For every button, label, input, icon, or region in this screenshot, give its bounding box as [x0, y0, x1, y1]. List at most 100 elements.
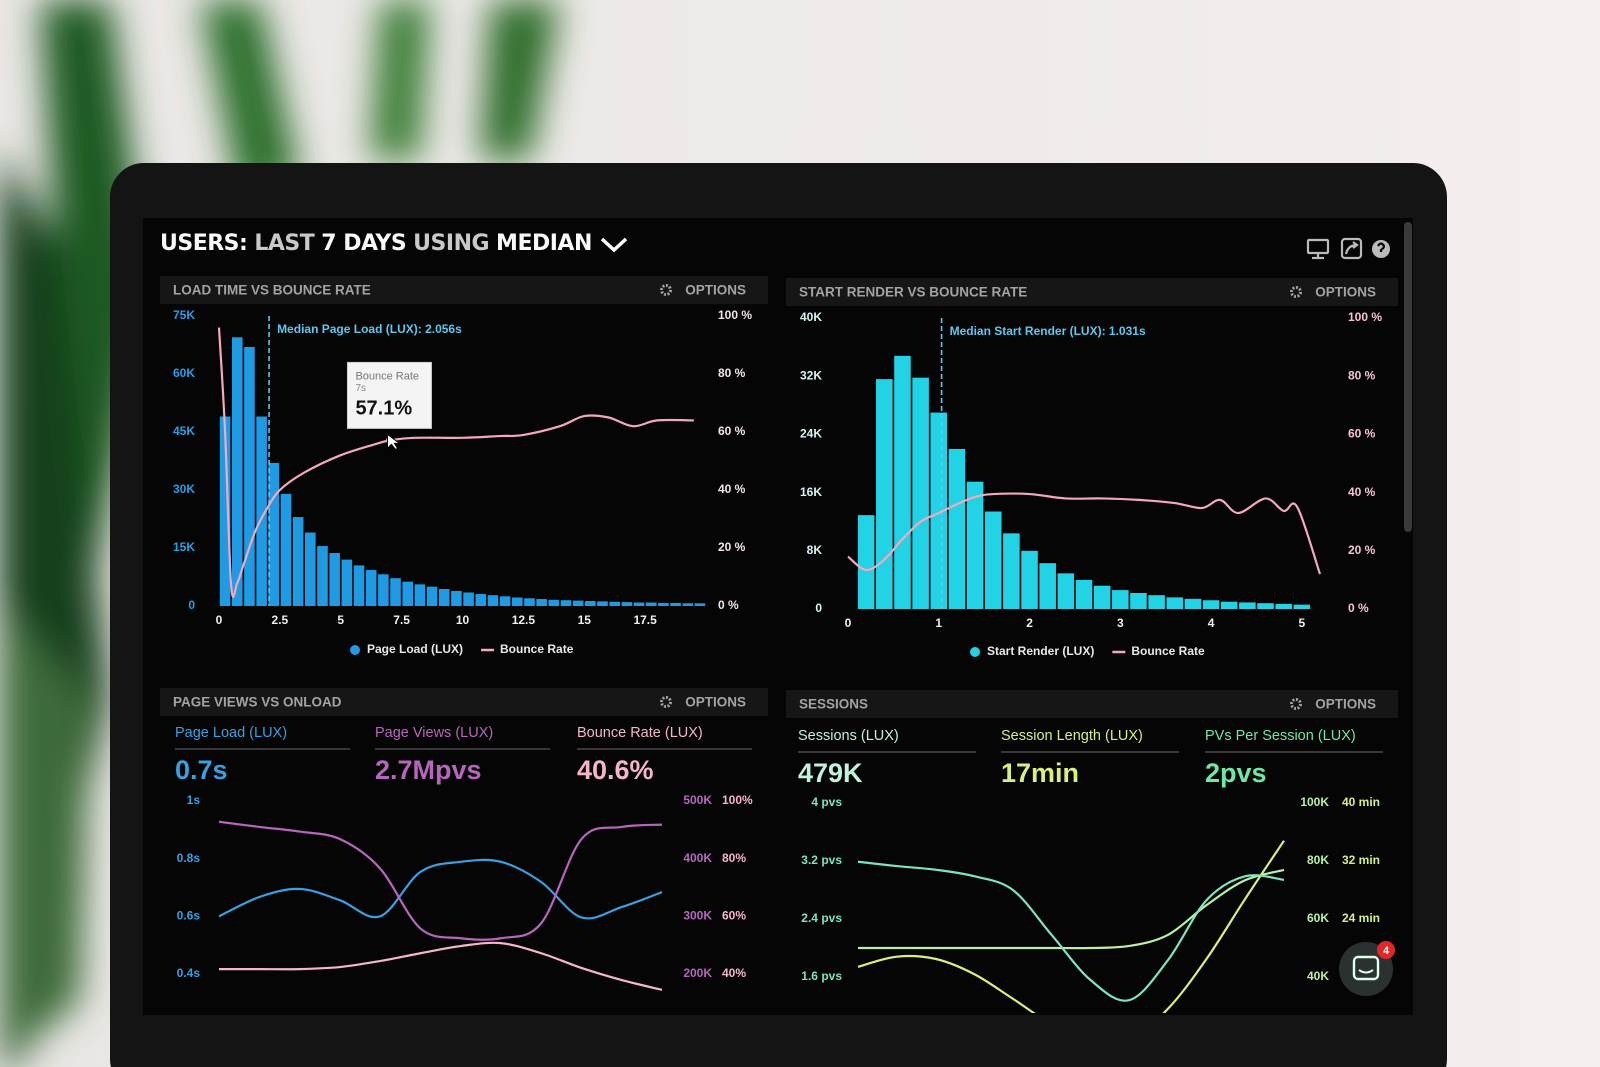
- bounce-line: [847, 492, 1322, 575]
- share-icon[interactable]: [1340, 237, 1363, 260]
- histogram-bar: [585, 600, 596, 606]
- y-tick-label: 24K: [800, 427, 822, 441]
- tooltip-subtitle: 7s: [355, 383, 366, 394]
- panel-title: PAGE VIEWS VS ONLOAD: [173, 695, 342, 710]
- title-part: LAST: [254, 231, 315, 256]
- chat-icon-smile: [1358, 969, 1374, 974]
- y2-tick-label: 80 %: [718, 366, 746, 380]
- y-tick-label: 30K: [173, 482, 195, 496]
- panel-title: SESSIONS: [799, 697, 868, 712]
- y-tick-label: 15K: [173, 540, 195, 554]
- median-label: Median Page Load (LUX): 2.056s: [277, 322, 462, 336]
- options-button[interactable]: OPTIONS: [1315, 285, 1376, 300]
- display-icon[interactable]: [1306, 238, 1330, 260]
- x-tick-label: 0: [216, 613, 223, 627]
- median-label: Median Start Render (LUX): 1.031s: [950, 324, 1146, 338]
- histogram-bar: [1293, 604, 1311, 609]
- legend-label: Page Load (LUX): [367, 642, 463, 656]
- y3-tick-label: 100%: [722, 793, 753, 807]
- plot-area: [218, 820, 663, 991]
- cursor: [386, 433, 401, 451]
- series-line: [218, 820, 663, 941]
- options-gear: [1290, 698, 1302, 710]
- histogram-bar: [292, 517, 304, 606]
- histogram-bar: [475, 594, 487, 606]
- options-button[interactable]: OPTIONS: [1315, 697, 1376, 712]
- badge-count: 4: [1383, 945, 1390, 957]
- y-tick-label: 2.4 pvs: [801, 911, 842, 925]
- histogram-bar: [341, 559, 353, 606]
- histogram-bar: [876, 379, 893, 609]
- histogram-bar: [353, 565, 365, 606]
- legend-label: Bounce Rate: [500, 642, 574, 656]
- histogram-bar: [536, 599, 547, 606]
- chat-icon: [1352, 955, 1380, 981]
- y3-tick-label: 80%: [722, 851, 746, 865]
- dashboard-title[interactable]: USERS: LAST 7 DAYS USING MEDIAN: [160, 231, 629, 256]
- legend-label: Start Render (LUX): [987, 644, 1094, 658]
- tooltip-title: Bounce Rate: [355, 370, 419, 382]
- kpi-label: Page Views (LUX): [375, 725, 493, 741]
- histogram-bar: [633, 602, 645, 606]
- chat-widget[interactable]: 4: [1339, 941, 1395, 996]
- y-tick-label: 0: [815, 601, 822, 615]
- badge: [1377, 941, 1395, 959]
- tooltip-box: [346, 361, 432, 429]
- histogram-bar: [572, 600, 584, 606]
- options-button[interactable]: OPTIONS: [685, 695, 746, 710]
- histogram-bar: [365, 570, 377, 606]
- series-line: [219, 941, 663, 991]
- histogram-bar: [609, 601, 620, 606]
- histogram-bar: [682, 603, 694, 606]
- histogram-bar: [305, 532, 316, 606]
- histogram-bar: [317, 546, 328, 606]
- y3-tick-label: 32 min: [1342, 853, 1380, 867]
- y-tick-label: 75K: [173, 308, 195, 322]
- x-tick-label: 0: [845, 616, 852, 630]
- histogram-bar: [231, 337, 243, 606]
- kpi-value: 17min: [1001, 758, 1079, 788]
- help-icon[interactable]: [1372, 240, 1390, 258]
- title-part: 7 DAYS: [321, 231, 407, 256]
- histogram-bar: [1057, 573, 1075, 609]
- y2-tick-label: 40 %: [718, 482, 746, 496]
- histogram-bar: [244, 346, 255, 606]
- histogram-bar: [948, 448, 966, 609]
- y2-tick-label: 200K: [683, 966, 712, 980]
- y2-tick-label: 40K: [1307, 969, 1329, 983]
- screen: [143, 218, 1413, 1015]
- histogram-bar: [548, 599, 560, 606]
- y-tick-label: 45K: [173, 424, 195, 438]
- histogram-bar: [1148, 595, 1165, 609]
- y2-tick-label: 100 %: [718, 308, 752, 322]
- scrollbar[interactable]: [1404, 222, 1412, 532]
- histogram-bar: [1039, 563, 1056, 609]
- title-part: USERS:: [160, 231, 248, 256]
- x-tick-label: 10: [456, 613, 470, 627]
- y-tick-label: 1.6 pvs: [801, 969, 842, 983]
- y3-tick-label: 60%: [722, 909, 746, 923]
- histogram-bar: [463, 592, 474, 606]
- histogram-bar: [1003, 533, 1020, 609]
- kpi-value: 479K: [798, 758, 863, 788]
- series-line: [857, 840, 1285, 1013]
- histogram-bar: [1257, 603, 1274, 609]
- y-tick-label: 0: [188, 598, 195, 612]
- y-tick-label: 60K: [173, 366, 195, 380]
- histogram-bar: [426, 586, 438, 606]
- options-button[interactable]: OPTIONS: [685, 283, 746, 298]
- x-tick-label: 12.5: [512, 613, 536, 627]
- y2-tick-label: 0 %: [1348, 601, 1369, 615]
- panel-title: START RENDER VS BOUNCE RATE: [799, 285, 1027, 300]
- histogram-bar: [1220, 601, 1238, 609]
- histogram-bar: [658, 602, 669, 606]
- series-line: [857, 860, 1285, 1002]
- histogram-bar: [451, 590, 462, 606]
- kpi-label: Page Load (LUX): [175, 725, 287, 741]
- y2-tick-label: 400K: [683, 851, 712, 865]
- histogram-bar: [1275, 603, 1292, 609]
- x-tick-label: 2.5: [272, 613, 289, 627]
- dropdown-chevron[interactable]: [599, 235, 629, 253]
